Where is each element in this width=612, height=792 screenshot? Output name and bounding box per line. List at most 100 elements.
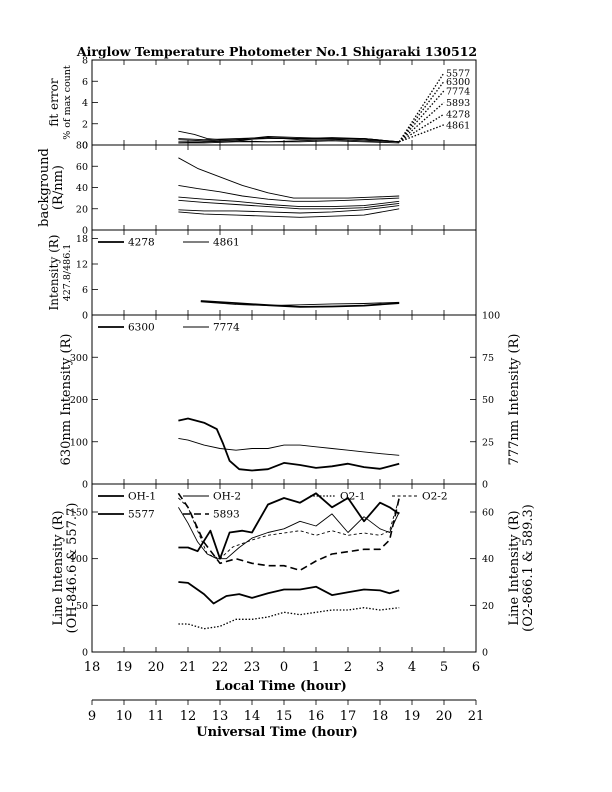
- ut-tick-label: 21: [468, 709, 485, 724]
- series-line-OH-1: [178, 581, 400, 605]
- series-line-4278: [200, 300, 400, 308]
- y2-axis-label: Line Intensity (R): [507, 510, 522, 625]
- y-tick-label: 0: [82, 311, 88, 322]
- legend-label: 5577: [128, 509, 155, 521]
- y-tick-label: 80: [76, 141, 88, 152]
- y-tick-label: 0: [82, 648, 88, 659]
- y-tick-label: 0: [82, 480, 88, 491]
- local-time-tick-label: 3: [376, 660, 384, 675]
- y-tick-label: 12: [76, 260, 88, 271]
- local-time-tick-label: 6: [472, 660, 480, 675]
- local-time-tick-label: 19: [116, 660, 133, 675]
- y2-tick-label: 60: [482, 508, 494, 519]
- panel-fit-error: 0 2 4 6 8 fit error% of max count 557763007774…: [47, 56, 477, 152]
- ut-tick-label: 9: [88, 709, 96, 724]
- series-line-O2-1: [178, 607, 400, 630]
- y-axis-label: (R/nm): [51, 165, 66, 210]
- series-label: 7774: [446, 86, 470, 97]
- local-time-tick-label: 0: [280, 660, 288, 675]
- panel-intensity-blue: 0 6 12 18 Intensity (R) 427.8/486.1 4278 4861: [47, 229, 477, 322]
- series-line-5577: [178, 492, 400, 560]
- universal-time-label: Universal Time (hour): [196, 725, 358, 740]
- ut-tick-label: 15: [276, 709, 293, 724]
- legend-label: 6300: [128, 322, 155, 334]
- y-axis-label: fit error: [47, 78, 61, 126]
- ut-tick-label: 17: [340, 709, 357, 724]
- ut-tick-label: 10: [116, 709, 133, 724]
- series-line-4861: [178, 137, 400, 144]
- y-tick-label: 150: [70, 508, 88, 519]
- y-tick-label: 300: [70, 353, 88, 364]
- series-line-5893: [178, 140, 400, 144]
- ut-tick-label: 19: [404, 709, 421, 724]
- series-line-4861-extrap: [398, 124, 445, 143]
- local-time-tick-label: 18: [84, 660, 101, 675]
- series-line-5577-extrap: [398, 72, 445, 143]
- y-tick-label: 0: [82, 226, 88, 237]
- series-line-b6: [178, 208, 400, 218]
- series-label: 4278: [446, 110, 470, 121]
- local-time-label: Local Time (hour): [215, 679, 347, 694]
- series-line-4278: [178, 130, 400, 143]
- series-line-4278-extrap: [398, 113, 445, 143]
- series-label: 6300: [446, 77, 470, 88]
- y-axis-label: 427.8/486.1: [62, 244, 73, 302]
- series-label: 5893: [446, 98, 470, 109]
- panel-frame: [91, 144, 477, 231]
- y-tick-label: 200: [70, 395, 88, 406]
- y-tick-label: 0: [82, 141, 88, 152]
- legend-label: 5893: [213, 509, 240, 521]
- y-axis-label: (OH-846.6 & 557.7): [65, 503, 80, 634]
- series-line-5893-extrap: [398, 102, 445, 143]
- ut-tick-label: 18: [372, 709, 389, 724]
- y-axis-label: 630nm Intensity (R): [59, 334, 74, 466]
- panel-frame: [91, 314, 477, 485]
- series-line-7774-extrap: [398, 90, 445, 143]
- local-time-tick-label: 20: [148, 660, 165, 675]
- series-line-b3: [178, 196, 400, 208]
- local-time-tick-label: 1: [312, 660, 320, 675]
- y2-tick-label: 40: [482, 554, 494, 565]
- local-time-tick-label: 4: [408, 660, 416, 675]
- legend-label: OH-2: [213, 491, 241, 503]
- series-line-6300: [178, 417, 400, 472]
- series-label: 4861: [446, 120, 470, 131]
- series-line-7774: [178, 437, 400, 456]
- local-time-tick-label: 22: [212, 660, 229, 675]
- legend-label: 4861: [213, 237, 240, 249]
- series-line-b1: [178, 157, 400, 199]
- panel-frame: [91, 59, 477, 146]
- legend-label: OH-1: [128, 491, 156, 503]
- series-line-4861: [200, 301, 400, 307]
- y-tick-label: 4: [82, 98, 88, 109]
- y2-tick-label: 20: [482, 601, 494, 612]
- y2-tick-label: 25: [482, 437, 494, 448]
- y-tick-label: 6: [82, 285, 88, 296]
- series-line-O2-2: [178, 497, 400, 560]
- y-tick-label: 18: [76, 234, 88, 245]
- y-tick-label: 8: [82, 56, 88, 67]
- local-time-tick-label: 23: [244, 660, 261, 675]
- ut-tick-label: 12: [180, 709, 197, 724]
- series-label: 5577: [446, 68, 470, 79]
- y-axis-label: % of max count: [62, 65, 73, 140]
- y-tick-label: 60: [76, 162, 88, 173]
- ut-tick-label: 11: [148, 709, 165, 724]
- y2-tick-label: 100: [482, 311, 500, 322]
- ut-tick-label: 13: [212, 709, 229, 724]
- local-time-tick-label: 21: [180, 660, 197, 675]
- series-line-5893: [177, 492, 400, 572]
- y-tick-label: 100: [70, 437, 88, 448]
- y-axis-label: Intensity (R): [47, 235, 61, 311]
- series-line-6300-extrap: [398, 80, 445, 143]
- series-line-b5: [178, 205, 400, 214]
- legend-label: 7774: [213, 322, 240, 334]
- y-axis-label: Line Intensity (R): [51, 510, 66, 625]
- y-tick-label: 6: [82, 77, 88, 88]
- y-axis-label: background: [37, 148, 52, 227]
- ut-tick-label: 14: [244, 709, 261, 724]
- series-line-b4: [178, 199, 400, 210]
